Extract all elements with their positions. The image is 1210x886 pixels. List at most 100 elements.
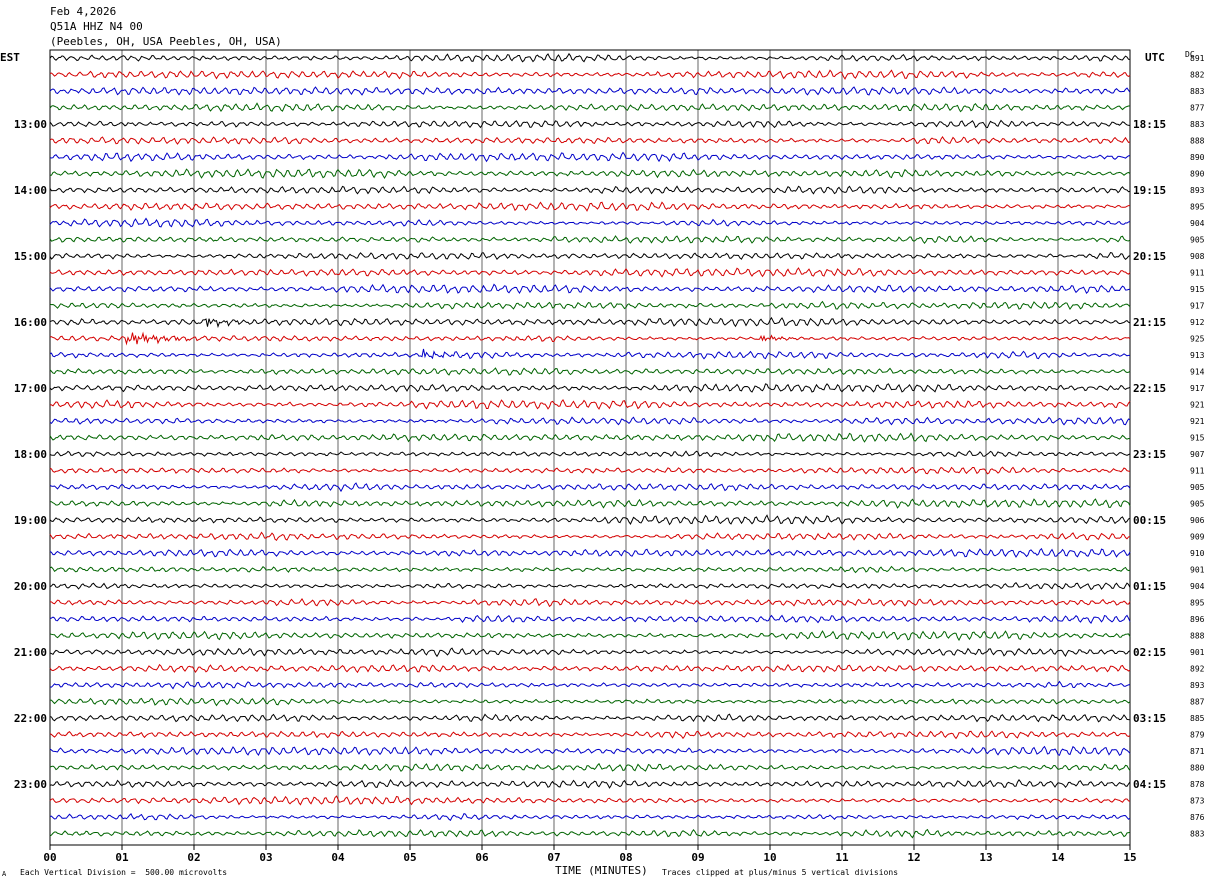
dc-value-label: 904 (1190, 582, 1205, 591)
seismic-trace (49, 119, 1131, 129)
seismic-trace (49, 86, 1131, 96)
seismic-trace (49, 168, 1131, 180)
dc-value-label: 911 (1190, 269, 1205, 278)
est-time-label: 16:00 (14, 316, 47, 329)
x-tick-label: 12 (907, 851, 920, 864)
dc-value-label: 925 (1190, 335, 1205, 344)
dc-value-label: 921 (1190, 401, 1205, 410)
seismic-trace (49, 267, 1131, 278)
x-tick-label: 03 (259, 851, 272, 864)
dc-value-label: 906 (1190, 516, 1205, 525)
seismic-trace (49, 565, 1131, 574)
seismic-trace (49, 697, 1131, 707)
seismic-trace (49, 813, 1131, 821)
dc-value-label: 883 (1190, 87, 1205, 96)
est-time-label: 13:00 (14, 118, 47, 131)
dc-value-label: 907 (1190, 450, 1205, 459)
dc-value-label: 893 (1190, 681, 1205, 690)
seismic-trace (49, 713, 1131, 723)
dc-value-label: 901 (1190, 648, 1205, 657)
seismic-trace (49, 663, 1131, 674)
dc-value-label: 912 (1190, 318, 1205, 327)
seismic-trace (49, 416, 1131, 426)
dc-value-label: 893 (1190, 186, 1205, 195)
seismic-trace (49, 300, 1131, 311)
dc-value-label: 877 (1190, 104, 1205, 113)
est-time-label: 22:00 (14, 712, 47, 725)
utc-time-label: 02:15 (1133, 646, 1166, 659)
x-tick-label: 05 (403, 851, 416, 864)
dc-value-label: 883 (1190, 120, 1205, 129)
dc-value-label: 909 (1190, 533, 1205, 542)
x-tick-label: 15 (1123, 851, 1136, 864)
seismic-trace (49, 597, 1131, 608)
est-time-label: 19:00 (14, 514, 47, 527)
utc-time-label: 01:15 (1133, 580, 1166, 593)
est-time-label: 14:00 (14, 184, 47, 197)
dc-value-label: 878 (1190, 780, 1205, 789)
seismic-trace (49, 450, 1131, 458)
seismic-trace (49, 348, 1131, 360)
station-location: (Peebles, OH, USA Peebles, OH, USA) (50, 35, 282, 48)
est-time-label: 23:00 (14, 778, 47, 791)
x-tick-label: 14 (1051, 851, 1065, 864)
seismic-trace (49, 730, 1131, 740)
seismic-trace (49, 514, 1131, 526)
seismic-trace (49, 69, 1131, 80)
seismic-trace (49, 331, 1131, 346)
seismic-trace (49, 762, 1131, 773)
dc-value-label: 910 (1190, 549, 1205, 558)
seismic-trace (49, 217, 1131, 228)
dc-value-label: 890 (1190, 170, 1205, 179)
plot-date: Feb 4,2026 (50, 5, 117, 18)
seismic-trace (49, 185, 1131, 195)
x-tick-label: 11 (835, 851, 849, 864)
dc-value-label: 911 (1190, 467, 1205, 476)
dc-value-label: 908 (1190, 252, 1205, 261)
x-tick-label: 10 (763, 851, 776, 864)
utc-time-label: 19:15 (1133, 184, 1166, 197)
seismic-trace (49, 547, 1131, 558)
utc-time-label: 21:15 (1133, 316, 1166, 329)
x-axis-title: TIME (MINUTES) (555, 864, 648, 877)
seismic-trace (49, 466, 1131, 475)
seismic-trace (49, 52, 1131, 63)
x-tick-label: 06 (475, 851, 489, 864)
utc-time-label: 03:15 (1133, 712, 1166, 725)
seismic-trace (49, 316, 1131, 329)
dc-value-label: 885 (1190, 714, 1205, 723)
x-tick-label: 07 (547, 851, 560, 864)
dc-value-label: 891 (1190, 54, 1205, 63)
utc-time-label: 18:15 (1133, 118, 1166, 131)
dc-value-label: 917 (1190, 302, 1205, 311)
dc-value-label: 892 (1190, 665, 1205, 674)
seismic-trace (49, 614, 1131, 625)
x-tick-label: 04 (331, 851, 345, 864)
x-tick-label: 09 (691, 851, 704, 864)
seismic-trace (49, 383, 1131, 393)
dc-value-label: 895 (1190, 599, 1205, 608)
station-code: Q51A HHZ N4 00 (50, 20, 143, 33)
utc-time-label: 00:15 (1133, 514, 1166, 527)
seismic-trace (49, 828, 1131, 839)
dc-value-label: 888 (1190, 137, 1205, 146)
x-tick-label: 01 (115, 851, 129, 864)
dc-value-label: 880 (1190, 764, 1205, 773)
seismic-trace (49, 252, 1131, 261)
seismic-trace (49, 647, 1131, 658)
dc-value-label: 876 (1190, 813, 1205, 822)
dc-value-label: 883 (1190, 830, 1205, 839)
utc-time-label: 23:15 (1133, 448, 1166, 461)
dc-value-label: 913 (1190, 351, 1205, 360)
dc-value-label: 915 (1190, 285, 1205, 294)
dc-value-label: 882 (1190, 71, 1205, 80)
x-tick-label: 00 (43, 851, 56, 864)
seismic-trace (49, 531, 1131, 541)
dc-value-label: 905 (1190, 500, 1205, 509)
clip-note: Traces clipped at plus/minus 5 vertical … (662, 868, 899, 877)
seismic-trace (49, 135, 1131, 145)
dc-value-label: 873 (1190, 797, 1205, 806)
dc-value-label: 879 (1190, 731, 1205, 740)
x-tick-label: 02 (187, 851, 200, 864)
